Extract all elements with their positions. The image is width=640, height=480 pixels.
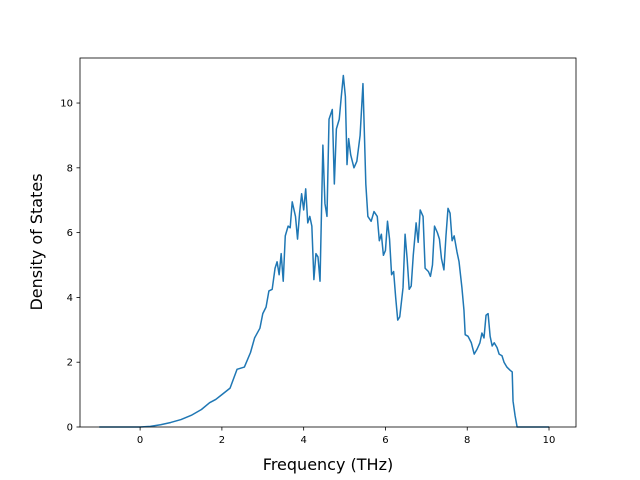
- y-tick-label: 8: [67, 163, 73, 174]
- x-tick-label: 10: [543, 435, 556, 446]
- x-tick-label: 0: [137, 435, 143, 446]
- data-line: [99, 74, 550, 428]
- x-tick-label: 8: [464, 435, 470, 446]
- x-tick-label: 2: [219, 435, 225, 446]
- y-tick-label: 2: [67, 358, 73, 369]
- x-axis-label: Frequency (THz): [263, 455, 393, 474]
- x-tick-label: 6: [382, 435, 388, 446]
- plot-frame: [79, 57, 577, 428]
- y-tick-label: 6: [67, 228, 73, 239]
- y-tick-label: 4: [67, 293, 73, 304]
- x-tick-label: 4: [300, 435, 306, 446]
- y-axis-label: Density of States: [27, 173, 46, 310]
- y-tick-label: 0: [67, 423, 73, 434]
- y-tick-label: 10: [60, 99, 73, 110]
